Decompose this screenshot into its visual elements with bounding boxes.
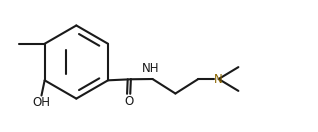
Text: O: O bbox=[124, 95, 133, 108]
Text: OH: OH bbox=[32, 96, 51, 109]
Text: N: N bbox=[214, 72, 223, 86]
Text: NH: NH bbox=[142, 62, 160, 75]
